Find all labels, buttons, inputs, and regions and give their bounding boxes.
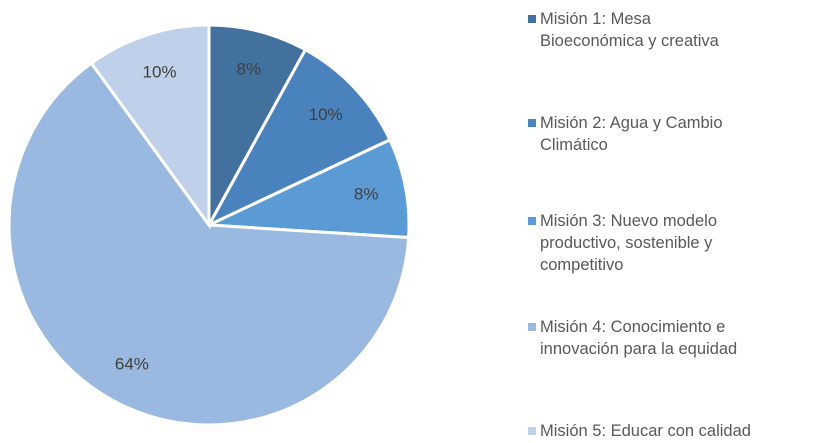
legend-swatch xyxy=(528,427,536,435)
slice-label: 10% xyxy=(143,62,177,81)
legend-item: Misión 1: Mesa Bioeconómica y creativa xyxy=(528,8,743,52)
legend-item: Misión 5: Educar con calidad xyxy=(528,420,828,442)
legend-swatch xyxy=(528,323,536,331)
pie-slice xyxy=(207,23,308,226)
legend-label: Misión 5: Educar con calidad xyxy=(540,422,751,440)
legend-item: Misión 4: Conocimiento e innovación para… xyxy=(528,316,788,360)
slice-label: 8% xyxy=(237,60,262,79)
legend-item: Misión 2: Agua y Cambio Climático xyxy=(528,112,763,156)
legend-label: Misión 1: Mesa Bioeconómica y creativa xyxy=(540,10,719,50)
legend-swatch xyxy=(528,217,536,225)
slice-label: 64% xyxy=(115,355,149,374)
slice-label: 10% xyxy=(309,105,343,124)
pie-slice xyxy=(89,23,211,230)
legend-label: Misión 4: Conocimiento e innovación para… xyxy=(540,318,738,358)
legend-label: Misión 2: Agua y Cambio Climático xyxy=(540,114,723,154)
legend-item: Misión 3: Nuevo modelo productivo, soste… xyxy=(528,210,763,276)
pie-slice xyxy=(205,47,392,229)
legend-swatch xyxy=(528,15,536,23)
legend-swatch xyxy=(528,119,536,127)
pie-slice xyxy=(7,61,411,427)
legend-label: Misión 3: Nuevo modelo productivo, soste… xyxy=(540,212,718,274)
slice-label: 8% xyxy=(354,185,379,204)
pie-slice xyxy=(208,137,411,240)
